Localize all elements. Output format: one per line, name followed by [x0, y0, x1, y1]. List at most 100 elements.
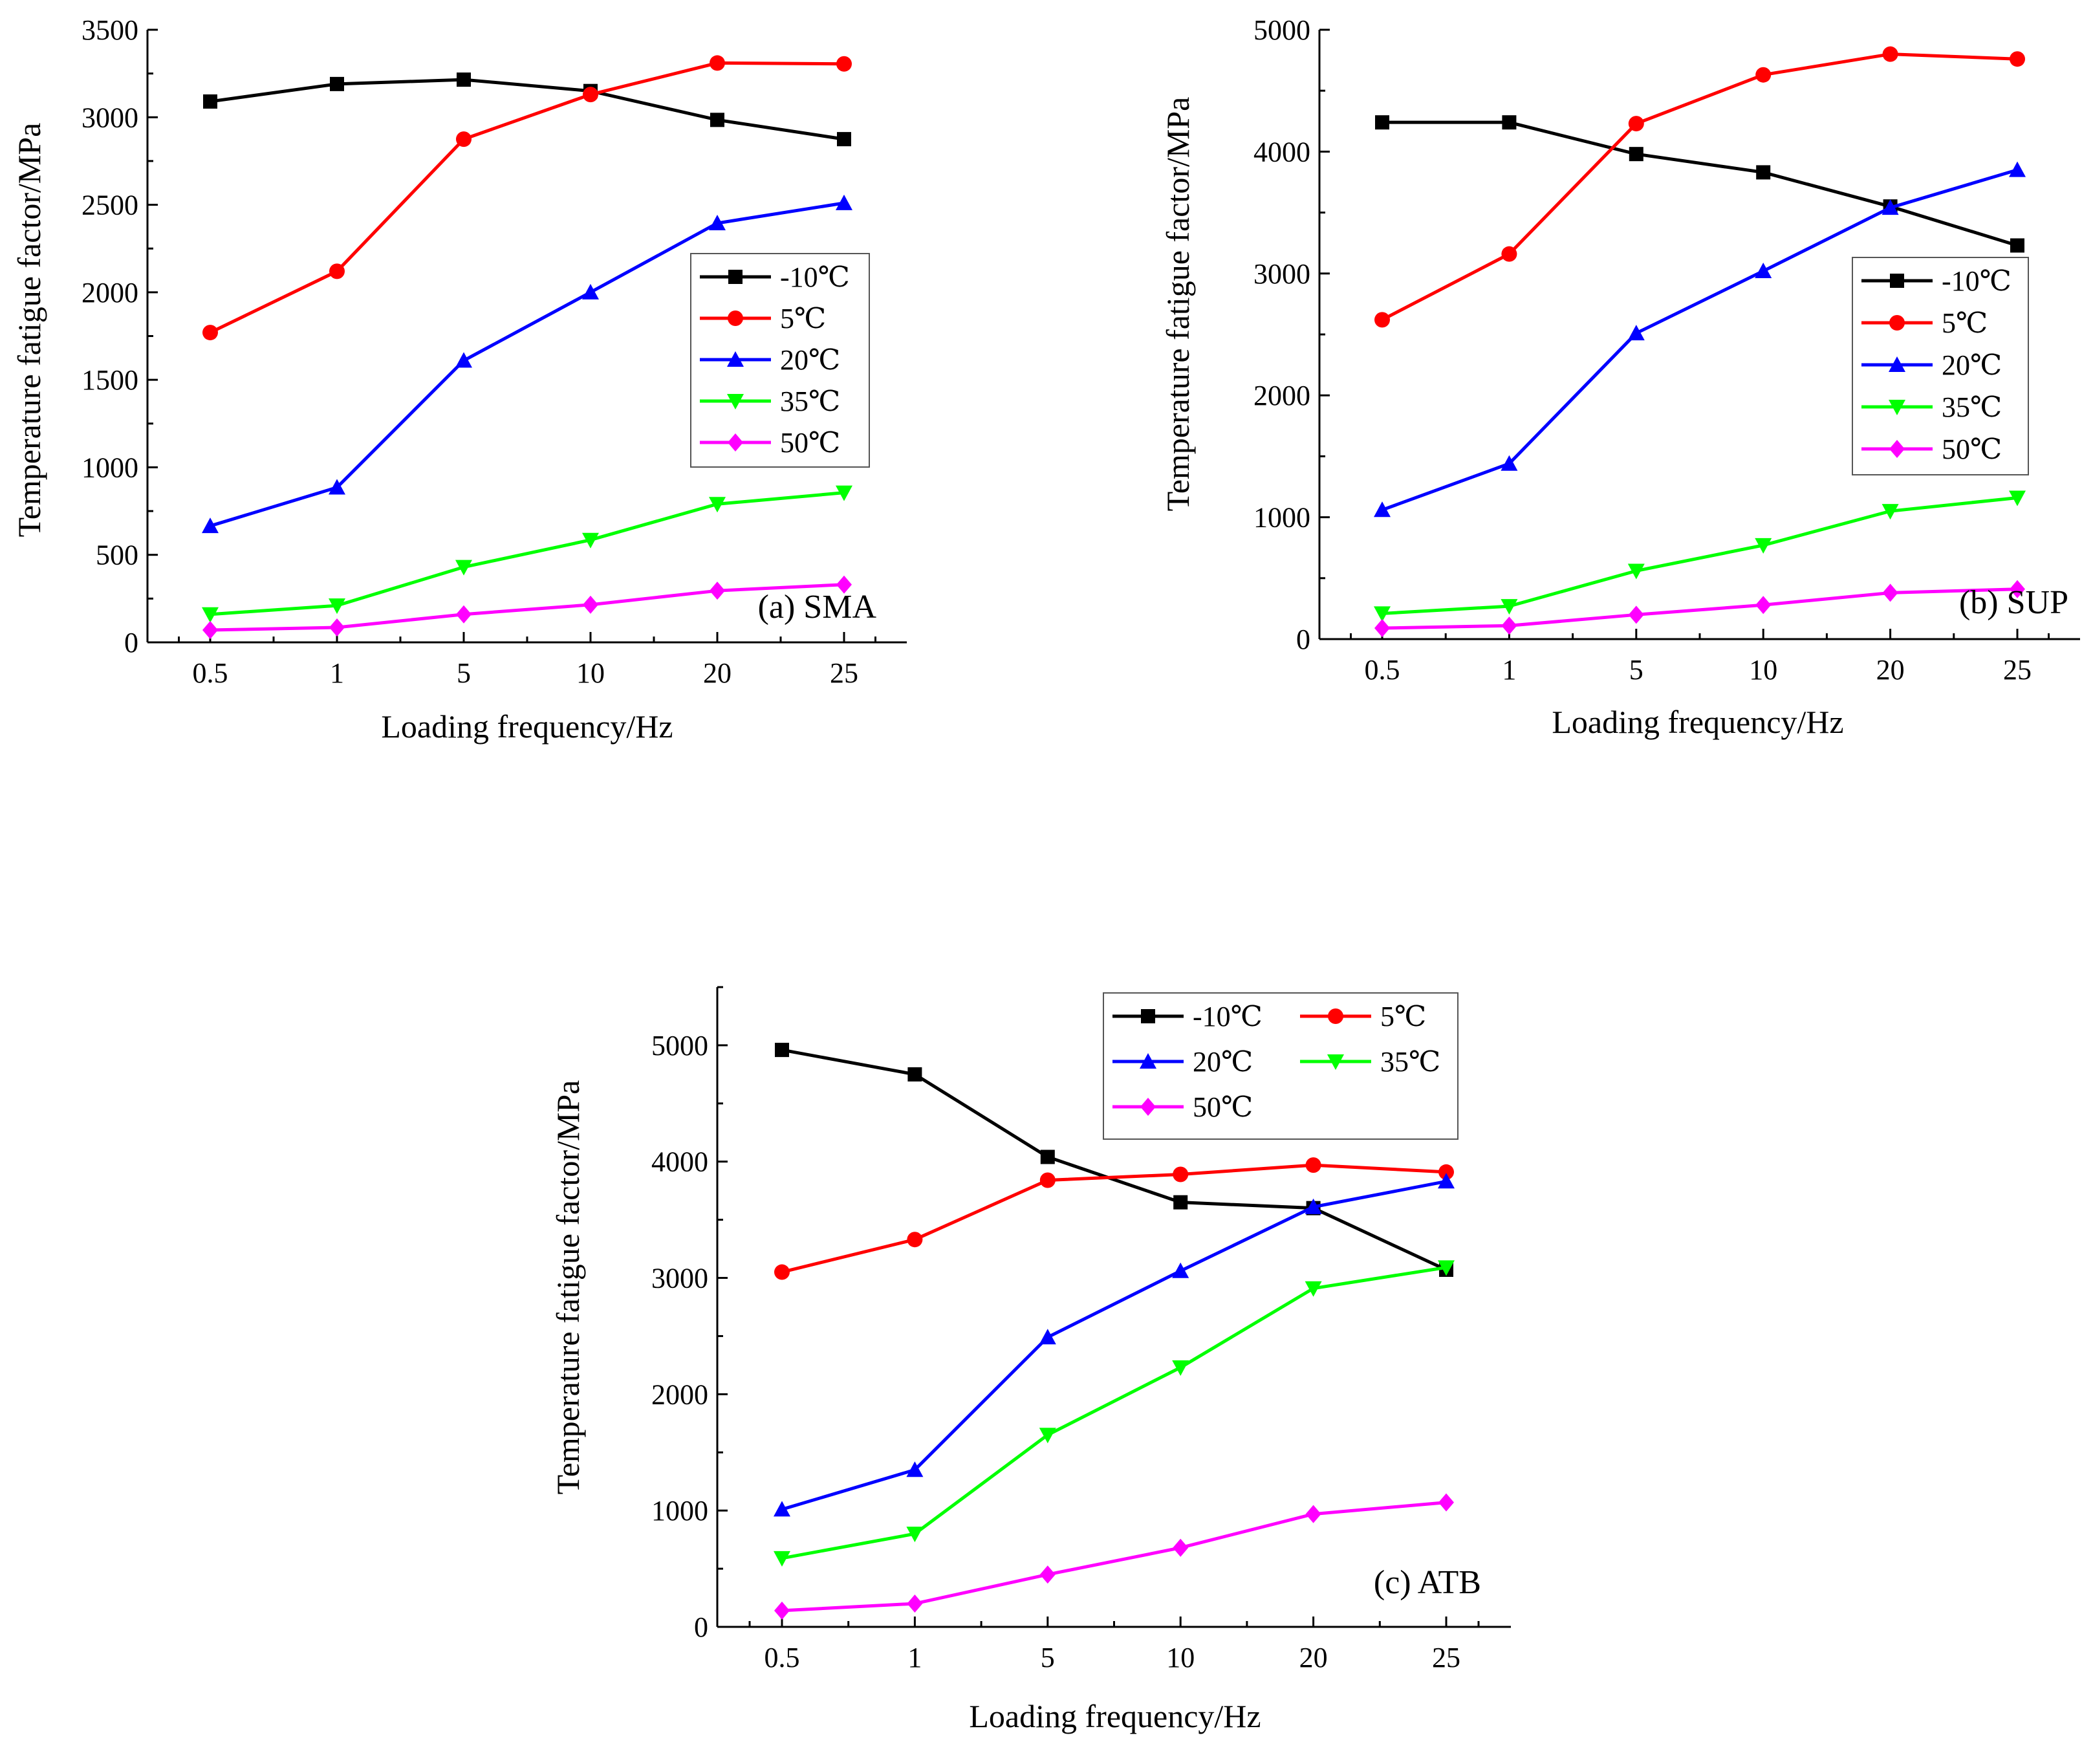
data-point [1039, 1428, 1056, 1444]
data-point [1172, 1360, 1189, 1377]
data-point [1173, 1195, 1188, 1210]
data-point [836, 485, 852, 501]
legend-marker [1889, 356, 1905, 372]
data-point [774, 1264, 790, 1280]
data-point [1305, 1157, 1321, 1173]
plot-area-a: 0 500 1000 1500 2000 2500 3000 3500 0.5 1 5 10 20 25 -… [81, 14, 907, 689]
legend-marker [1328, 1008, 1343, 1024]
data-point [2009, 490, 2026, 506]
legend-label: -10℃ [1942, 265, 2012, 297]
plot-area-b: 0 1000 2000 3000 4000 5000 0.5 1 5 10 20 25 -10℃ 5℃ 20… [1253, 14, 2080, 686]
data-point [329, 598, 345, 615]
data-point [1628, 605, 1644, 624]
series-b-3 [1374, 490, 2026, 622]
x-tick-label-b: 10 [1749, 654, 1777, 686]
data-point [1755, 67, 1772, 83]
series-line [210, 201, 845, 528]
panel-label-b: (b) SUP [1959, 584, 2068, 621]
data-point [457, 72, 471, 87]
data-point [329, 479, 345, 495]
y-axis-title-a: Temperature fatigue factor/MPa [11, 123, 47, 538]
series-line [781, 1048, 1448, 1272]
data-point [582, 283, 599, 299]
legend-label: 35℃ [1942, 391, 2002, 423]
data-point [1039, 1565, 1056, 1584]
legend-marker [1889, 315, 1905, 331]
data-point [203, 94, 217, 109]
data-point [582, 532, 599, 549]
y-tick-label-a: 2500 [81, 190, 138, 221]
legend-c: -10℃ 5℃ 20℃ 35℃ 50℃ [1103, 992, 1459, 1140]
legend-label: 50℃ [1193, 1091, 1253, 1123]
series-line [210, 583, 845, 632]
data-point [906, 1461, 924, 1477]
series-line [1382, 168, 2018, 512]
data-point [1882, 583, 1898, 602]
legend-marker [1140, 1053, 1156, 1069]
data-point [1039, 1329, 1056, 1345]
data-point [1501, 599, 1518, 615]
series-c-4 [774, 1493, 1454, 1620]
legend-marker [728, 270, 743, 284]
data-point [1502, 115, 1517, 130]
data-point [202, 325, 218, 341]
data-point [1374, 501, 1391, 517]
series-line [781, 1501, 1447, 1613]
series-line [1382, 495, 2018, 615]
data-point [202, 621, 218, 640]
series-line [781, 1265, 1447, 1560]
data-point [1438, 1164, 1454, 1180]
x-tick-label-a: 10 [576, 657, 605, 689]
y-tick-label-a: 3500 [81, 14, 138, 46]
data-point [456, 605, 472, 624]
data-point [583, 87, 598, 103]
data-point [456, 131, 472, 147]
series-line [210, 78, 845, 141]
data-point [1882, 504, 1899, 520]
series-a-4 [202, 575, 852, 640]
data-point [1305, 1198, 1322, 1214]
y-tick-label-c: 0 [694, 1611, 708, 1643]
data-point [1882, 199, 1899, 215]
x-axis-title-a: Loading frequency/Hz [381, 708, 673, 745]
data-point [1629, 147, 1643, 162]
data-point [1305, 1505, 1321, 1523]
data-point [1882, 46, 1898, 62]
data-point [1755, 263, 1772, 279]
data-point [836, 575, 852, 594]
data-point [906, 1527, 924, 1543]
data-point [836, 194, 852, 210]
y-tick-label-b: 2000 [1253, 380, 1310, 411]
x-tick-label-a: 25 [830, 657, 858, 689]
series-line [781, 1163, 1447, 1274]
series-b-1 [1374, 46, 2025, 328]
data-point [1627, 563, 1645, 580]
y-tick-label-b: 0 [1296, 624, 1310, 655]
legend-b: -10℃ 5℃ 20℃ 35℃ 50℃ [1852, 257, 2029, 475]
series-b-0 [1375, 115, 2024, 253]
data-point [774, 1501, 790, 1517]
data-point [329, 263, 345, 279]
data-point [1173, 1166, 1189, 1182]
x-tick-label-c: 0.5 [765, 1642, 800, 1673]
data-point [455, 352, 472, 368]
series-line [1381, 52, 2018, 321]
data-point [837, 132, 851, 147]
panel-b: 0 1000 2000 3000 4000 5000 0.5 1 5 10 20 25 -10℃ 5℃ 20… [1048, 0, 2093, 776]
legend-label: 5℃ [780, 303, 826, 334]
data-point [836, 56, 852, 72]
data-point [1628, 116, 1644, 132]
legend-marker [727, 394, 744, 409]
x-tick-label-a: 20 [703, 657, 732, 689]
series-line [1382, 120, 2018, 247]
legend-marker [728, 310, 743, 326]
x-tick-label-c: 5 [1041, 1642, 1055, 1673]
data-point [710, 582, 725, 600]
legend-label: 20℃ [1193, 1046, 1253, 1078]
data-point [709, 497, 726, 513]
data-point [1501, 616, 1517, 635]
legend-marker [1890, 274, 1904, 288]
series-line [210, 491, 845, 616]
series-c-3 [774, 1260, 1455, 1567]
data-point [907, 1232, 923, 1248]
